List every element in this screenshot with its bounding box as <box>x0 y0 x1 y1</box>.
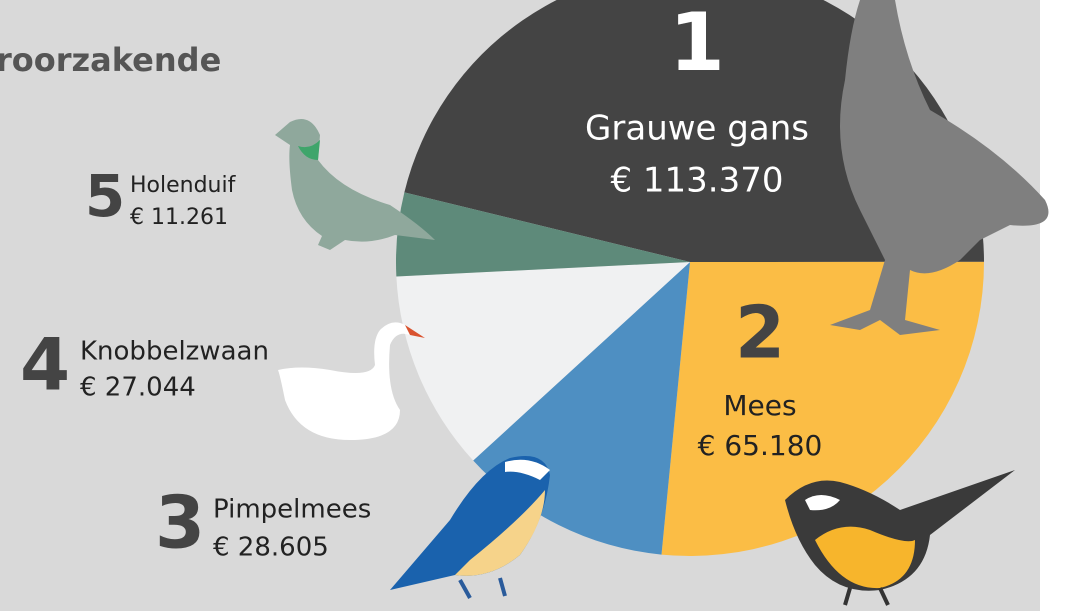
rank-label: 3 <box>155 481 205 565</box>
rank-label: 2 <box>735 291 785 375</box>
value-label: € 27.044 <box>80 373 196 403</box>
rank-label: 5 <box>85 162 125 230</box>
category-label: Grauwe gans <box>585 109 809 149</box>
category-label: Holenduif <box>130 173 237 198</box>
category-label: Knobbelzwaan <box>80 337 269 367</box>
value-label: € 11.261 <box>130 205 228 230</box>
chart-title: roorzakende <box>0 41 221 79</box>
page: roorzakende 1 Grauwe gans € 113.370 2 Mees € … <box>0 0 1070 611</box>
value-label: € 28.605 <box>213 533 329 563</box>
category-label: Pimpelmees <box>213 495 371 525</box>
chart: roorzakende 1 Grauwe gans € 113.370 2 Mees € … <box>0 0 1070 611</box>
rank-label: 4 <box>20 323 70 407</box>
value-label: € 65.180 <box>698 429 823 462</box>
margin <box>1040 0 1070 611</box>
category-label: Mees <box>723 389 796 422</box>
rank-label: 1 <box>669 0 725 89</box>
value-label: € 113.370 <box>610 161 783 201</box>
